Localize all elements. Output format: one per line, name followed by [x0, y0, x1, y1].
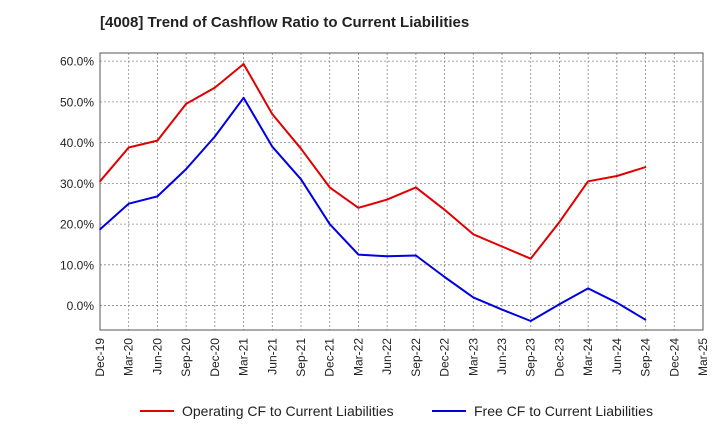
data-point-operating-cf [443, 209, 446, 211]
legend-item-operating-cf: Operating CF to Current Liabilities [140, 403, 394, 419]
data-point-operating-cf [616, 175, 618, 177]
x-tick-label: Mar-22 [351, 338, 365, 376]
y-tick-label: 30.0% [60, 177, 94, 191]
x-tick-label: Mar-24 [581, 338, 595, 376]
x-tick-label: Sep-20 [179, 338, 193, 377]
data-point-operating-cf [587, 180, 589, 183]
x-tick-label: Sep-22 [409, 338, 423, 377]
y-tick-label: 40.0% [60, 136, 94, 150]
x-tick-label: Sep-21 [294, 338, 308, 377]
x-tick-label: Mar-23 [466, 338, 480, 376]
data-point-operating-cf [529, 257, 532, 260]
y-tick-label: 10.0% [60, 258, 94, 272]
data-point-free-cf [472, 296, 475, 299]
data-point-operating-cf [386, 198, 388, 201]
x-tick-label: Dec-22 [438, 338, 452, 377]
data-point-free-cf [616, 301, 618, 304]
x-tick-label: Dec-19 [93, 338, 107, 377]
data-point-free-cf [415, 254, 417, 257]
x-tick-label: Jun-20 [150, 338, 164, 375]
data-point-operating-cf [415, 186, 417, 189]
data-point-operating-cf [271, 113, 274, 115]
data-point-free-cf [443, 276, 446, 278]
data-point-operating-cf [300, 147, 302, 150]
data-point-free-cf [127, 202, 130, 205]
legend-swatch-operating-cf [140, 410, 174, 412]
tick-labels: 0.0% 10.0% 20.0% 30.0% 40.0% 50.0% 60.0% Dec-19… [60, 55, 710, 377]
data-point-free-cf [271, 145, 274, 148]
data-point-operating-cf [644, 166, 647, 168]
data-point-operating-cf [357, 206, 360, 209]
data-point-free-cf [386, 255, 388, 258]
x-tick-label: Jun-21 [265, 338, 279, 375]
series-line-free-cf [99, 96, 647, 322]
chart-title: [4008] Trend of Cashflow Ratio to Curren… [100, 14, 470, 31]
data-point-operating-cf [501, 245, 503, 248]
data-point-free-cf [99, 228, 101, 231]
data-point-free-cf [357, 253, 360, 256]
x-tick-label: Dec-21 [323, 338, 337, 377]
data-point-operating-cf [185, 103, 187, 105]
plot-area [100, 53, 703, 330]
grid-lines [100, 53, 703, 330]
data-point-free-cf [558, 303, 561, 306]
data-point-free-cf [185, 168, 187, 170]
y-tick-label: 50.0% [60, 95, 94, 109]
data-point-operating-cf [242, 63, 245, 65]
axes [99, 52, 704, 331]
data-point-operating-cf [99, 180, 101, 183]
data-point-free-cf [214, 135, 216, 138]
data-point-operating-cf [328, 186, 331, 189]
data-point-free-cf [328, 223, 331, 225]
x-tick-label: Mar-21 [237, 338, 251, 376]
y-tick-label: 60.0% [60, 55, 94, 69]
data-point-free-cf [242, 97, 245, 99]
x-tick-label: Mar-20 [122, 338, 136, 376]
x-tick-label: Dec-24 [667, 338, 681, 377]
x-tick-label: Jun-24 [610, 338, 624, 375]
x-tick-label: Jun-22 [380, 338, 394, 375]
plot-frame [99, 52, 704, 331]
data-point-operating-cf [156, 139, 159, 142]
x-tick-label: Dec-23 [552, 338, 566, 377]
legend-label-free-cf: Free CF to Current Liabilities [474, 403, 653, 419]
data-point-free-cf [587, 287, 589, 290]
data-point-free-cf [156, 195, 159, 198]
x-tick-label: Sep-24 [639, 338, 653, 377]
x-tick-label: Sep-23 [524, 338, 538, 377]
legend-label-operating-cf: Operating CF to Current Liabilities [182, 403, 394, 419]
series-line-operating-cf [99, 63, 646, 260]
data-point-operating-cf [127, 146, 130, 149]
data-point-free-cf [644, 319, 647, 321]
series-lines [99, 63, 647, 322]
x-tick-label: Dec-20 [208, 338, 222, 377]
legend-item-free-cf: Free CF to Current Liabilities [432, 403, 653, 419]
x-tick-label: Mar-25 [696, 338, 710, 376]
legend-swatch-free-cf [432, 410, 466, 412]
data-point-free-cf [300, 178, 302, 181]
data-point-operating-cf [214, 86, 216, 89]
data-point-free-cf [501, 308, 503, 311]
y-tick-label: 20.0% [60, 218, 94, 232]
data-point-operating-cf [558, 221, 561, 223]
data-point-free-cf [529, 320, 532, 322]
data-point-operating-cf [472, 233, 475, 236]
y-tick-label: 0.0% [67, 299, 95, 313]
x-tick-label: Jun-23 [495, 338, 509, 375]
